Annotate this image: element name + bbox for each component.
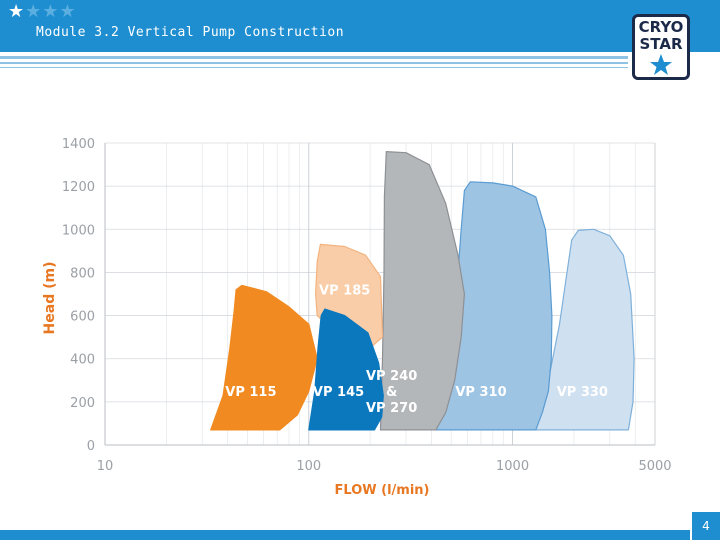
y-tick-label: 800 (70, 266, 95, 281)
page-number: 4 (692, 512, 720, 540)
footer-bar (0, 530, 690, 540)
logo-text-bottom: STAR (639, 35, 683, 53)
x-tick-label: 10 (97, 459, 114, 474)
star-icon: ★ (25, 1, 43, 22)
series-area (308, 308, 384, 431)
y-tick-label: 400 (70, 353, 95, 368)
series-label: VP 185 (319, 284, 370, 299)
y-tick-label: 200 (70, 396, 95, 411)
x-axis-label: FLOW (l/min) (335, 483, 430, 498)
y-tick-label: 1200 (62, 180, 95, 195)
star-icon: ★ (42, 1, 60, 22)
star-icon: ★ (59, 1, 77, 22)
series-area (379, 151, 465, 431)
y-tick-label: 1000 (62, 223, 95, 238)
series-label: VP 310 (455, 385, 506, 400)
series-label: VP 115 (225, 385, 276, 400)
header-bar: ★★★★ Module 3.2 Vertical Pump Constructi… (0, 0, 720, 52)
series-area (210, 284, 318, 431)
header-stripe (0, 62, 628, 64)
series-label: VP 330 (557, 385, 608, 400)
y-tick-label: 0 (87, 439, 95, 454)
y-tick-label: 1400 (62, 137, 95, 152)
star-icon (650, 54, 672, 75)
series-area (535, 228, 635, 431)
series-label: & (386, 385, 397, 400)
x-tick-label: 1000 (496, 459, 529, 474)
series-label: VP 240 (366, 369, 417, 384)
series-label: VP 145 (313, 385, 364, 400)
x-tick-label: 100 (296, 459, 321, 474)
series-label: VP 270 (366, 401, 417, 416)
y-axis-label: Head (m) (42, 262, 58, 335)
logo-text-top: CRYO (638, 18, 684, 36)
x-tick-label: 5000 (638, 459, 671, 474)
y-tick-label: 600 (70, 310, 95, 325)
header-stripe (0, 67, 628, 68)
rating-stars: ★★★★ (8, 1, 77, 23)
module-title: Module 3.2 Vertical Pump Construction (36, 25, 345, 40)
header-stripe (0, 56, 628, 59)
company-logo: CRYO STAR (632, 14, 690, 80)
star-icon: ★ (8, 1, 26, 22)
